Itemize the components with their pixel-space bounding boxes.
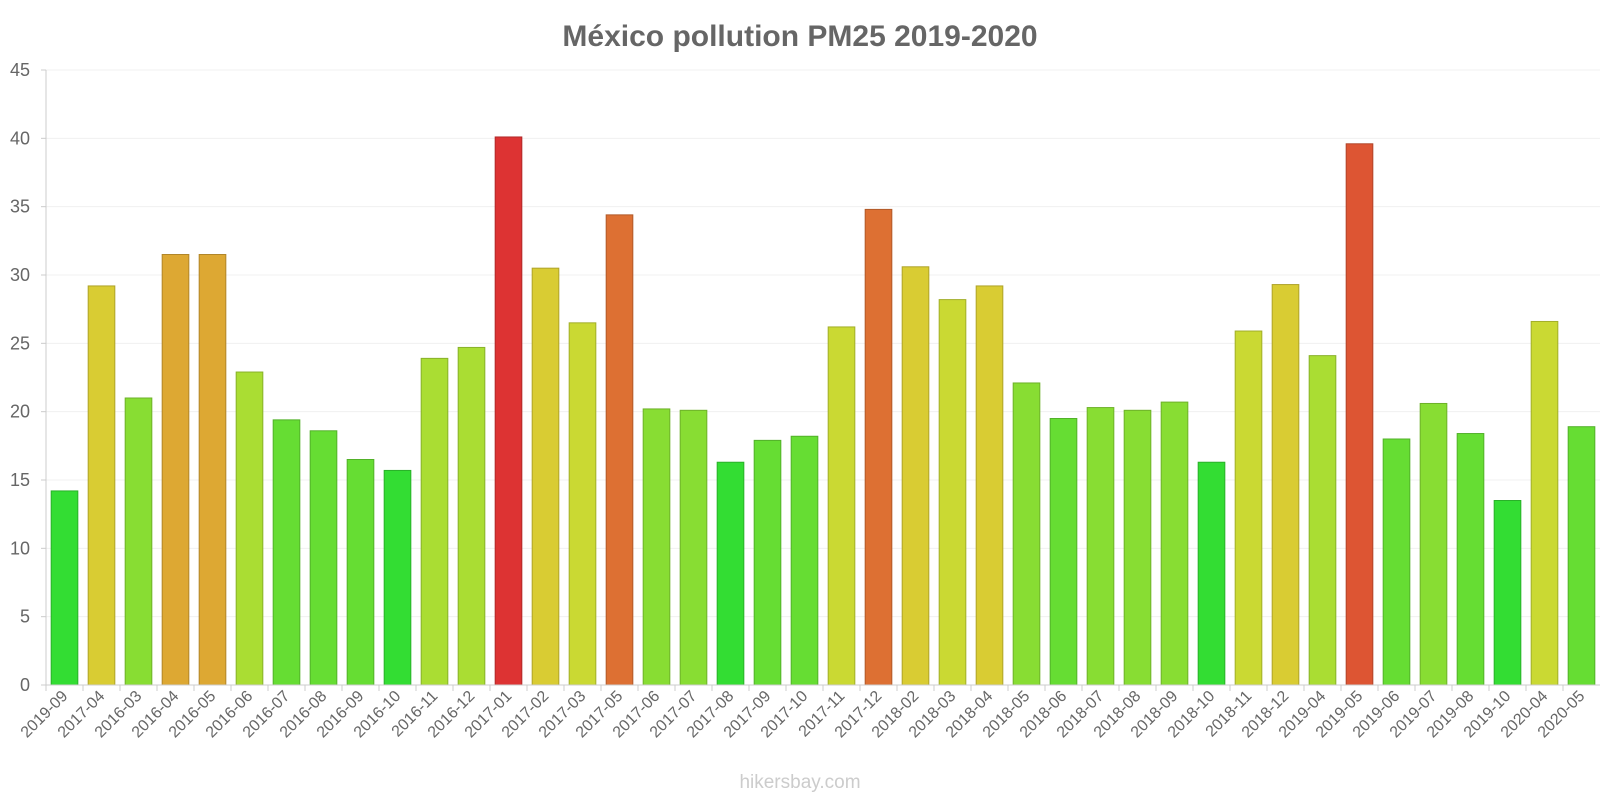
y-tick-label: 0 (20, 675, 30, 695)
bar (901, 266, 930, 686)
bar (790, 435, 819, 686)
bar (1271, 284, 1300, 686)
bar (1012, 382, 1041, 686)
bar (1197, 461, 1226, 686)
bar (1530, 320, 1559, 686)
bar (457, 346, 486, 686)
bar (642, 408, 671, 686)
bar (235, 371, 264, 686)
bar (1493, 500, 1522, 686)
y-tick-label: 20 (10, 402, 30, 422)
bar (124, 397, 153, 686)
x-tick-labels: 2019-092017-042016-032016-042016-052016-… (18, 685, 1588, 741)
bars (50, 136, 1596, 686)
bar (716, 461, 745, 686)
bar (494, 136, 523, 686)
bar (1160, 401, 1189, 686)
gridlines (41, 69, 1600, 686)
bar (605, 214, 634, 686)
bar (1345, 143, 1374, 686)
bar (568, 322, 597, 686)
y-tick-label: 30 (10, 265, 30, 285)
bar (309, 430, 338, 686)
y-tick-label: 5 (20, 607, 30, 627)
bar (1567, 426, 1596, 686)
bar (1123, 409, 1152, 686)
chart-title: México pollution PM25 2019-2020 (562, 20, 1037, 53)
bar (346, 459, 375, 686)
bar (1049, 418, 1078, 686)
bar (864, 208, 893, 686)
y-tick-label: 45 (10, 60, 30, 80)
bar (272, 419, 301, 686)
bar (1308, 355, 1337, 686)
bar (1456, 433, 1485, 686)
y-tick-label: 25 (10, 333, 30, 353)
y-tick-label: 10 (10, 538, 30, 558)
bar (531, 267, 560, 686)
watermark: hikersbay.com (739, 772, 860, 793)
bar (827, 326, 856, 686)
bar (198, 254, 227, 686)
bar (679, 409, 708, 686)
y-tick-label: 15 (10, 470, 30, 490)
bar (50, 490, 79, 686)
bar (1086, 407, 1115, 686)
bar (87, 285, 116, 686)
bar (938, 299, 967, 686)
y-tick-label: 40 (10, 128, 30, 148)
bar (383, 469, 412, 686)
bar (1382, 438, 1411, 686)
y-tick-labels: 0 5 10 15 20 25 30 35 40 45 (10, 60, 30, 695)
bar (161, 254, 190, 686)
y-tick-label: 35 (10, 197, 30, 217)
bar (753, 439, 782, 686)
bar (975, 285, 1004, 686)
bar (1419, 402, 1448, 686)
bar (420, 357, 449, 686)
bar (1234, 330, 1263, 686)
